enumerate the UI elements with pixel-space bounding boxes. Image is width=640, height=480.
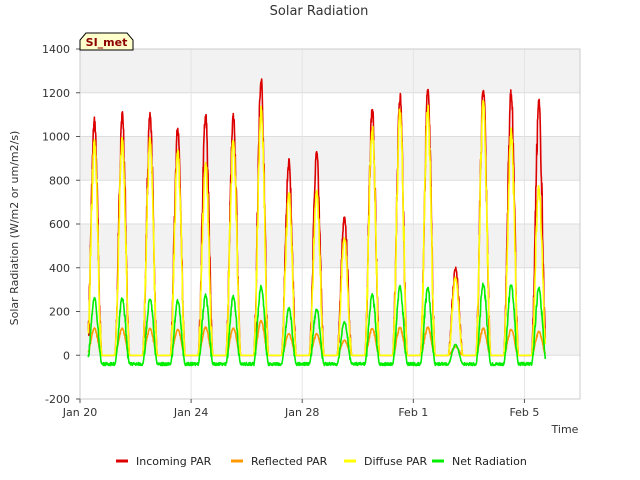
y-tick-label: 400 <box>49 262 70 275</box>
x-tick-label: Jan 24 <box>173 406 208 419</box>
y-tick-label: 1000 <box>42 131 70 144</box>
y-tick-label: 0 <box>63 349 70 362</box>
y-axis-label: Solar Radiation (W/m2 or um/m2/s) <box>8 131 21 326</box>
y-axis-ticks: -200 0 200 400 600 800 1000 1200 1400 <box>42 43 80 406</box>
series-line-net-radiation <box>87 282 547 367</box>
y-tick-label: 800 <box>49 174 70 187</box>
plot-band <box>80 224 580 268</box>
y-tick-label: 200 <box>49 306 70 319</box>
y-tick-label: 600 <box>49 218 70 231</box>
plot-band <box>80 136 580 181</box>
x-axis-ticks: Jan 20 Jan 24 Jan 28 Feb 1 Feb 5 <box>62 399 539 419</box>
y-tick-label: -200 <box>45 393 70 406</box>
plot-background <box>80 49 580 356</box>
y-tick-label: 1400 <box>42 43 70 56</box>
legend-label: Diffuse PAR <box>364 455 428 468</box>
legend-label: Net Radiation <box>452 455 527 468</box>
station-label: SI_met <box>86 36 128 49</box>
legend: Incoming PAR Reflected PAR Diffuse PAR Net … <box>116 455 527 468</box>
station-label-box: SI_met <box>79 32 134 51</box>
x-tick-label: Feb 5 <box>509 406 539 419</box>
series-line-diffuse-par <box>87 99 547 357</box>
y-tick-label: 1200 <box>42 87 70 100</box>
plot-band <box>80 311 580 356</box>
x-axis-label: Time <box>551 423 579 436</box>
legend-label: Incoming PAR <box>136 455 212 468</box>
x-tick-label: Jan 28 <box>284 406 319 419</box>
plot-band <box>80 49 580 93</box>
x-tick-label: Feb 1 <box>398 406 428 419</box>
series-layer <box>87 78 547 367</box>
x-tick-label: Jan 20 <box>62 406 97 419</box>
chart-title: Solar Radiation <box>270 4 369 19</box>
legend-label: Reflected PAR <box>251 455 328 468</box>
station-label-shape <box>79 32 134 51</box>
